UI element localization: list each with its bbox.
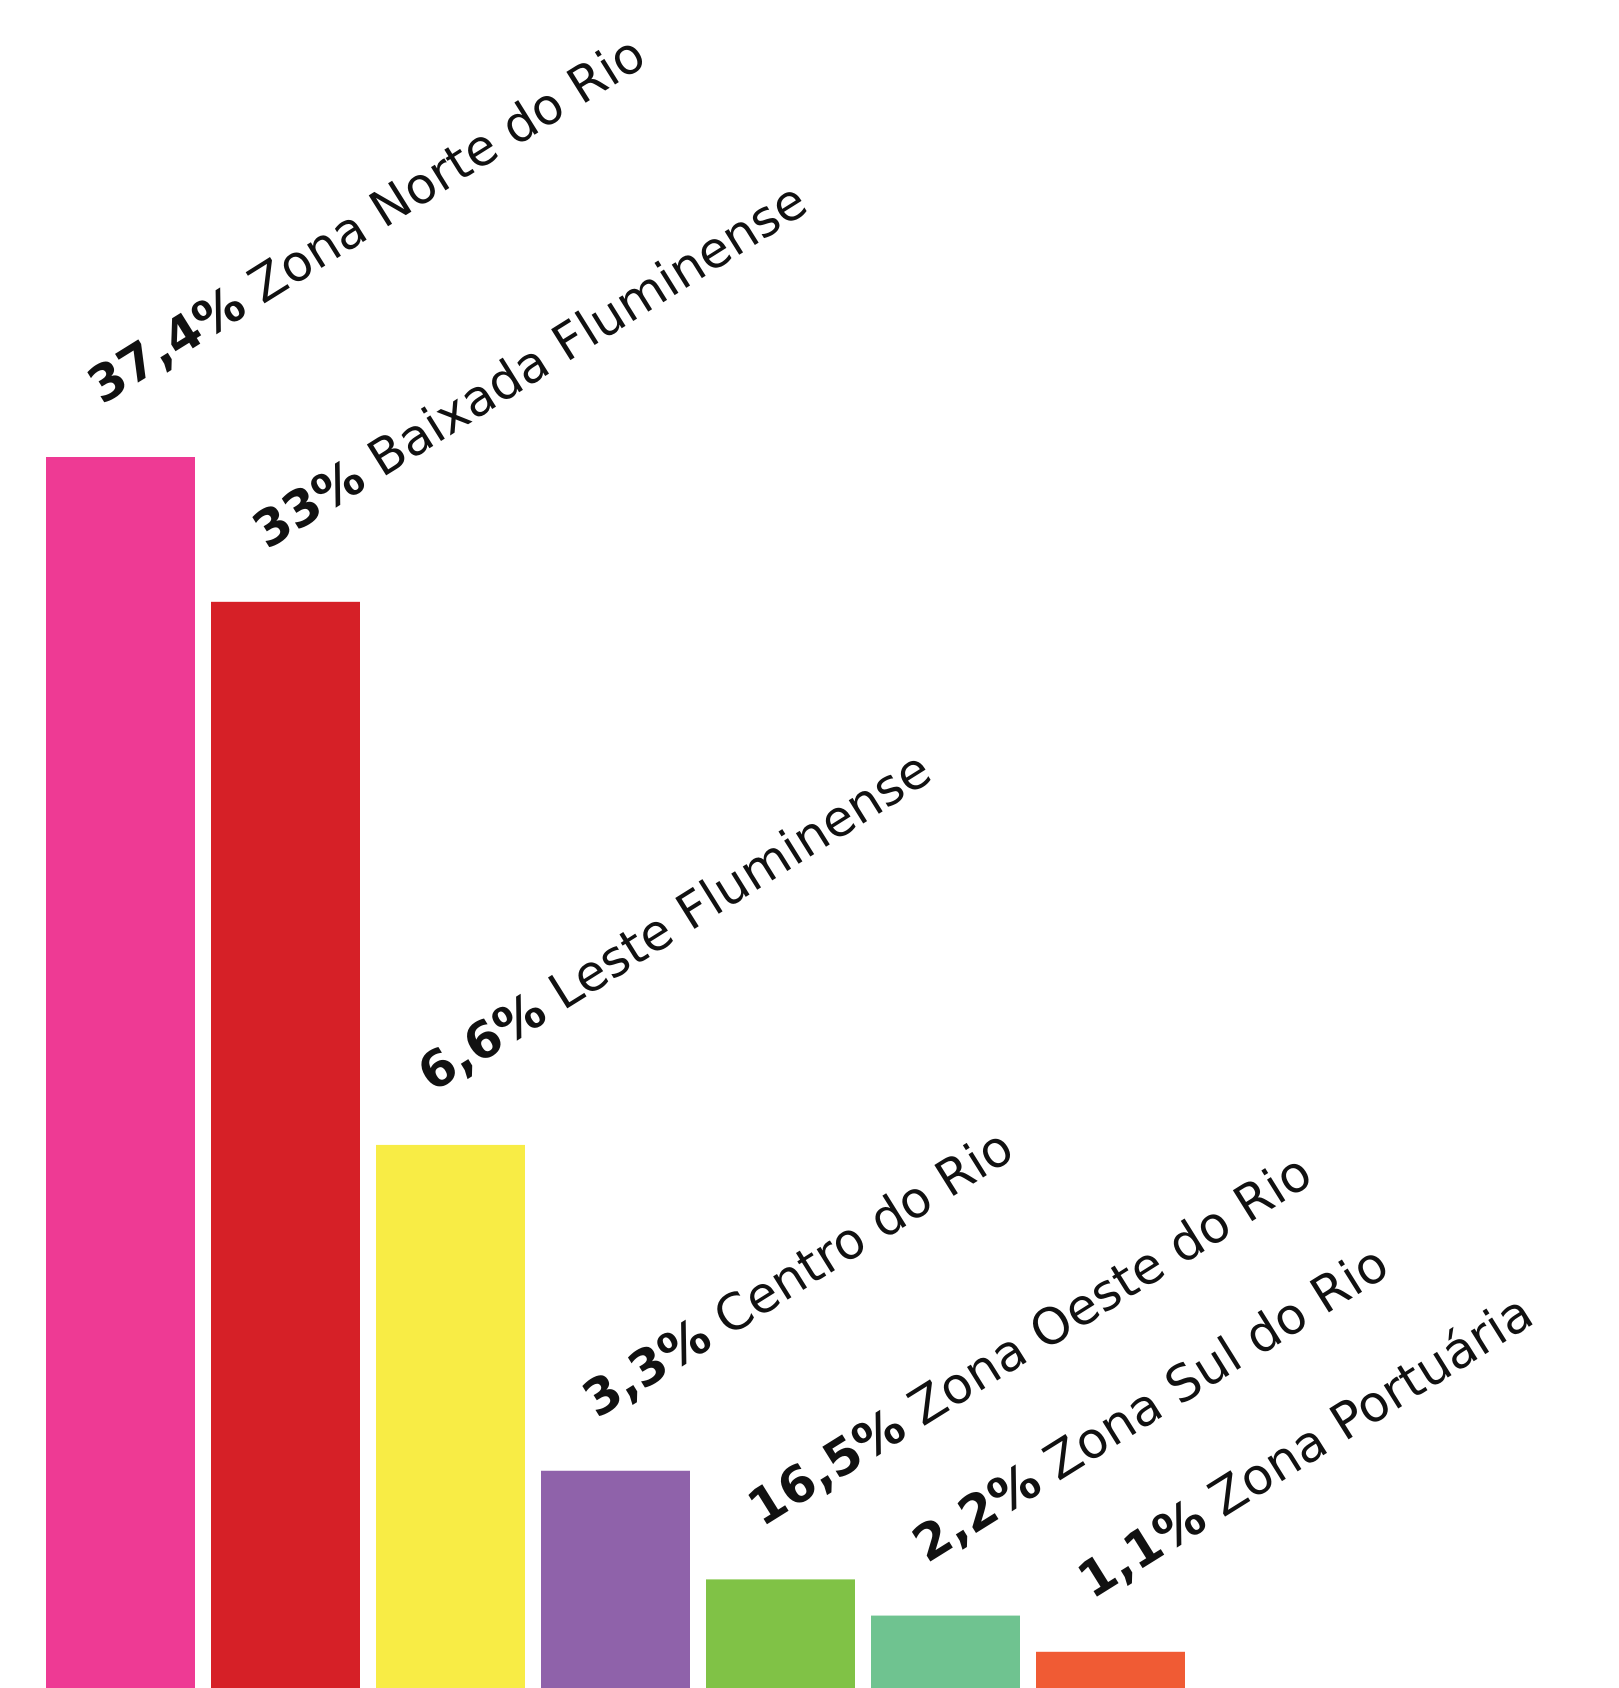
bar-value-label: 37,4% xyxy=(78,274,256,415)
bar-value-label: 3,3% xyxy=(573,1306,721,1429)
bar-1 xyxy=(46,457,195,1688)
bars-group xyxy=(46,457,1185,1688)
bar-value-label: 2,2% xyxy=(903,1451,1051,1574)
bar-6 xyxy=(871,1615,1020,1688)
bar-4 xyxy=(541,1470,690,1688)
bar-5 xyxy=(706,1579,855,1688)
bar-2 xyxy=(211,601,360,1688)
bar-category-label: Centro do Rio xyxy=(690,1117,1023,1355)
bar-value-label: 1,1% xyxy=(1068,1487,1216,1610)
bar-value-label: 6,6% xyxy=(408,980,556,1103)
bar-category-label: Leste Fluminense xyxy=(525,740,941,1030)
bar-value-label: 16,5% xyxy=(738,1396,916,1537)
bar-3 xyxy=(376,1144,525,1688)
bar-category-label: Zona Norte do Rio xyxy=(225,24,655,323)
bar-label-3: 6,6% Leste Fluminense xyxy=(408,740,941,1103)
bar-category-label: Zona Sul do Rio xyxy=(1020,1234,1398,1500)
bar-7 xyxy=(1036,1651,1185,1688)
